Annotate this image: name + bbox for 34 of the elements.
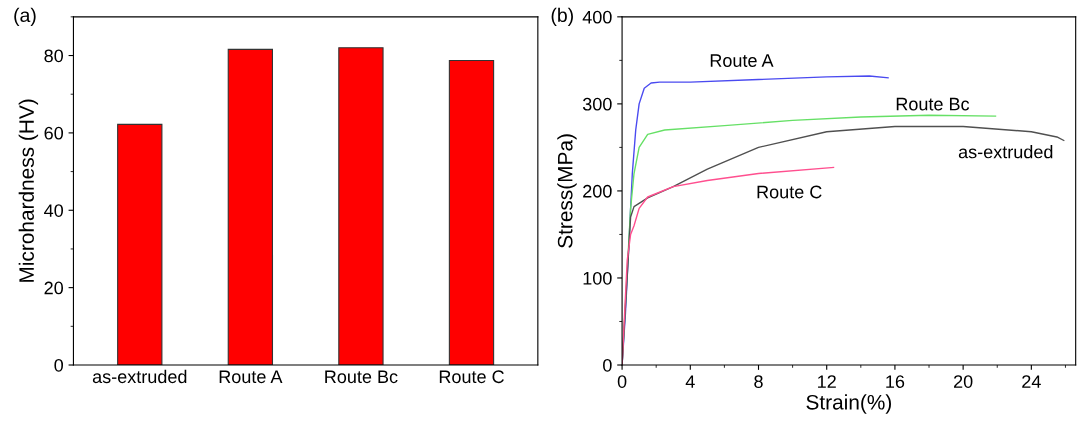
series-label: Route Bc	[896, 97, 970, 111]
chart-title: (b)	[551, 7, 573, 26]
x-tick-label: 20	[954, 375, 973, 388]
y-tick-label: 300	[582, 97, 612, 111]
bar	[117, 123, 163, 366]
bar	[448, 59, 495, 366]
series-label: as-extruded	[958, 145, 1053, 159]
x-tick-label: as-extruded	[92, 369, 187, 384]
y-tick-label: 40	[44, 204, 64, 217]
y-tick-label: 60	[44, 126, 64, 140]
x-tick-label: 8	[754, 375, 763, 388]
chart-title: (a)	[14, 7, 36, 26]
x-axis-title: Strain(%)	[806, 394, 891, 414]
x-tick-label: 24	[1022, 375, 1041, 388]
x-tick-label: 0	[617, 375, 627, 388]
bar	[338, 47, 384, 366]
y-tick-label: 0	[603, 358, 612, 372]
x-tick-label: Route C	[439, 370, 504, 384]
y-axis-title: Stress(MPa)	[557, 134, 577, 248]
x-tick-label: 16	[886, 375, 905, 388]
series-label: Route C	[757, 185, 822, 199]
x-tick-label: Route Bc	[325, 370, 398, 384]
series-label: Route A	[710, 54, 774, 67]
y-tick-label: 400	[582, 10, 612, 24]
x-tick-label: 4	[685, 375, 695, 388]
y-tick-label: 200	[583, 184, 612, 198]
x-tick-label: 12	[818, 375, 836, 388]
y-tick-label: 80	[44, 49, 64, 63]
bar	[227, 48, 274, 366]
y-tick-label: 100	[583, 271, 612, 285]
x-tick-label: Route A	[219, 370, 283, 384]
y-tick-label: 20	[44, 281, 64, 295]
y-tick-label: 0	[54, 358, 64, 372]
y-axis-title: Microhardness (HV)	[18, 99, 39, 282]
